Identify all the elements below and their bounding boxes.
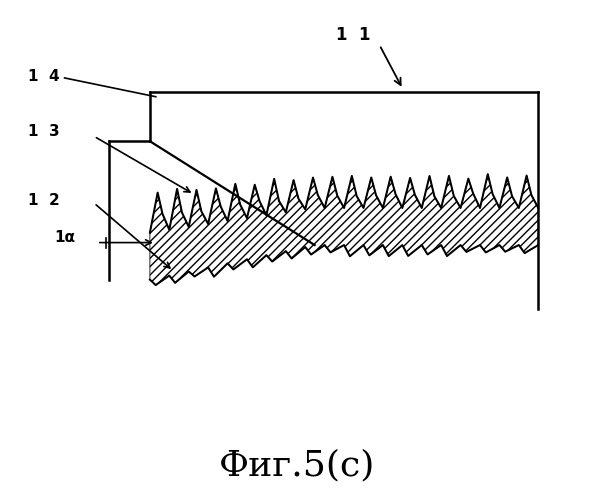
Text: 1  2: 1 2 <box>28 193 60 208</box>
Text: 1  3: 1 3 <box>28 124 60 139</box>
Text: 1  4: 1 4 <box>28 70 60 84</box>
Text: 1α: 1α <box>54 230 75 245</box>
Text: 1  1: 1 1 <box>336 26 370 44</box>
Text: Фиг.5(с): Фиг.5(с) <box>219 448 375 482</box>
